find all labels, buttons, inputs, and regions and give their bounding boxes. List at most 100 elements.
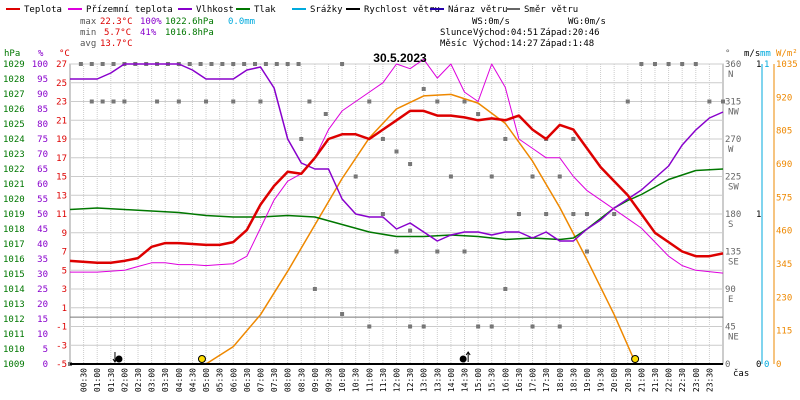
wind-dir-point xyxy=(421,87,426,91)
wind-dir-point xyxy=(340,62,345,66)
wind-dir-point xyxy=(476,324,481,329)
axis-deg-tick: 135 xyxy=(725,248,741,258)
x-tick-label: 20:00 xyxy=(610,368,619,392)
axis-temp-tick: 17 xyxy=(56,154,67,164)
axis-deg-title: ° xyxy=(725,49,730,59)
wind-dir-point xyxy=(296,62,301,66)
axis-wm2-tick: 460 xyxy=(776,227,792,237)
axis-hpa-tick: 1018 xyxy=(3,225,25,235)
wind-dir-point xyxy=(584,249,589,254)
axis-wm2-title: W/m² xyxy=(776,49,798,59)
axis-hpa-tick: 1029 xyxy=(3,60,25,70)
axis-pct-tick: 45 xyxy=(37,225,48,235)
x-tick-label: 23:30 xyxy=(705,368,714,392)
axis-hpa-tick: 1028 xyxy=(3,75,25,85)
axis-dir-tick: N xyxy=(728,70,733,80)
wind-dir-point xyxy=(253,62,258,66)
axis-temp-tick: 9 xyxy=(62,229,67,239)
axis-wm2-tick: 805 xyxy=(776,127,792,137)
x-tick-label: 12:00 xyxy=(393,368,402,392)
wind-dir-point xyxy=(435,99,440,104)
stats-max-hum: 100% xyxy=(140,17,162,27)
x-tick-label: 01:30 xyxy=(107,368,116,392)
moon-label: Měsíc xyxy=(440,39,467,49)
axis-hpa-title: hPa xyxy=(4,49,20,59)
x-tick-label: 07:30 xyxy=(270,368,279,392)
axis-dir-tick: NE xyxy=(728,333,739,343)
wind-dir-point xyxy=(721,99,725,104)
axis-dir-tick: SW xyxy=(728,183,739,193)
axis-hpa-tick: 1021 xyxy=(3,180,25,190)
wind-dir-point xyxy=(299,137,304,141)
x-tick-label: 16:30 xyxy=(515,368,524,392)
axis-hpa-tick: 1014 xyxy=(3,285,25,295)
wind-dir-point xyxy=(111,99,116,104)
axis-dir-tick: SE xyxy=(728,258,739,268)
wind-dir-point xyxy=(100,99,105,104)
moon-set: Západ:1:48 xyxy=(540,39,594,49)
moonrise-icon xyxy=(459,355,467,363)
axis-ms-title: m/s xyxy=(744,49,760,59)
x-tick-label: 14:30 xyxy=(461,368,470,392)
x-tick-label: 05:30 xyxy=(216,368,225,392)
axis-temp-tick: 25 xyxy=(56,79,67,89)
stats-min-label: min xyxy=(80,28,96,38)
x-tick-label: 10:30 xyxy=(352,368,361,392)
x-tick-label: 08:00 xyxy=(284,368,293,392)
axis-deg-tick: 90 xyxy=(725,285,736,295)
legend-label: Přízemní teplota xyxy=(86,5,173,15)
x-tick-label: 06:00 xyxy=(229,368,238,392)
stats-max-rain: 0.0mm xyxy=(228,17,255,27)
moon-arrow-head-icon xyxy=(465,351,471,356)
wind-dir-point xyxy=(557,324,562,329)
wind-dir-point xyxy=(111,62,116,66)
moon-arrow-head-icon xyxy=(112,358,118,363)
axis-temp-tick: -5 xyxy=(56,360,67,370)
wind-dir-point xyxy=(503,137,508,141)
axis-ms-tick: 1 xyxy=(756,60,761,70)
wind-dir-point xyxy=(476,112,481,116)
axis-temp-tick: 27 xyxy=(56,60,67,70)
wind-dir-point xyxy=(204,99,209,104)
sun-label: Slunce xyxy=(440,28,473,38)
x-tick-label: 12:30 xyxy=(406,368,415,392)
wind-dir-point xyxy=(639,62,644,66)
axis-hpa-tick: 1026 xyxy=(3,105,25,115)
axis-pct-tick: 35 xyxy=(37,255,48,265)
legend-label: Teplota xyxy=(24,5,62,15)
axis-deg-tick: 180 xyxy=(725,210,741,220)
wind-dir-point xyxy=(307,99,312,104)
wind-dir-point xyxy=(421,324,426,329)
x-tick-label: 05:00 xyxy=(202,368,211,392)
wind-dir-point xyxy=(274,62,279,66)
axis-temp-tick: 15 xyxy=(56,173,67,183)
axis-pct-tick: 60 xyxy=(37,180,48,190)
wind-dir-point xyxy=(462,99,467,104)
wind-dir-point xyxy=(367,99,372,104)
x-tick-label: 09:30 xyxy=(324,368,333,392)
axis-temp-tick: 7 xyxy=(62,248,67,258)
wind-dir-point xyxy=(503,287,508,291)
wind-dir-point xyxy=(530,324,535,329)
axis-hpa-tick: 1025 xyxy=(3,120,25,130)
wind-dir-point xyxy=(584,212,589,216)
axis-hpa-tick: 1022 xyxy=(3,165,25,175)
wind-dir-point xyxy=(380,212,385,216)
x-tick-label: 03:30 xyxy=(161,368,170,392)
axis-hpa-tick: 1019 xyxy=(3,210,25,220)
x-tick-label: 08:30 xyxy=(297,368,306,392)
wind-dir-point xyxy=(231,99,236,104)
wind-dir-point xyxy=(380,137,385,141)
wind-dir-point xyxy=(176,99,181,104)
axis-pct-tick: 20 xyxy=(37,300,48,310)
chart-date: 30.5.2023 xyxy=(373,51,427,65)
axis-temp-tick: 21 xyxy=(56,116,67,126)
wind-dir-point xyxy=(323,112,328,116)
wind-dir-point xyxy=(448,174,453,179)
wind-dir-point xyxy=(89,62,94,66)
wind-dir-point xyxy=(666,62,671,66)
axis-pct-tick: 90 xyxy=(37,90,48,100)
axis-temp-tick: 3 xyxy=(62,285,67,295)
x-tick-label: 11:00 xyxy=(365,368,374,392)
x-tick-label: 18:00 xyxy=(556,368,565,392)
